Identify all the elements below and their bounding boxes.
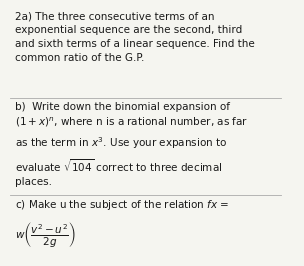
Text: c) Make u the subject of the relation $fx$ =
$w\left(\dfrac{v^2-u^2}{2g}\right)$: c) Make u the subject of the relation $f… [16, 198, 230, 249]
Text: b)  Write down the binomial expansion of
$(1 + x)^{n}$, where n is a rational nu: b) Write down the binomial expansion of … [16, 102, 249, 188]
Text: 2a) The three consecutive terms of an
exponential sequence are the second, third: 2a) The three consecutive terms of an ex… [16, 12, 255, 63]
